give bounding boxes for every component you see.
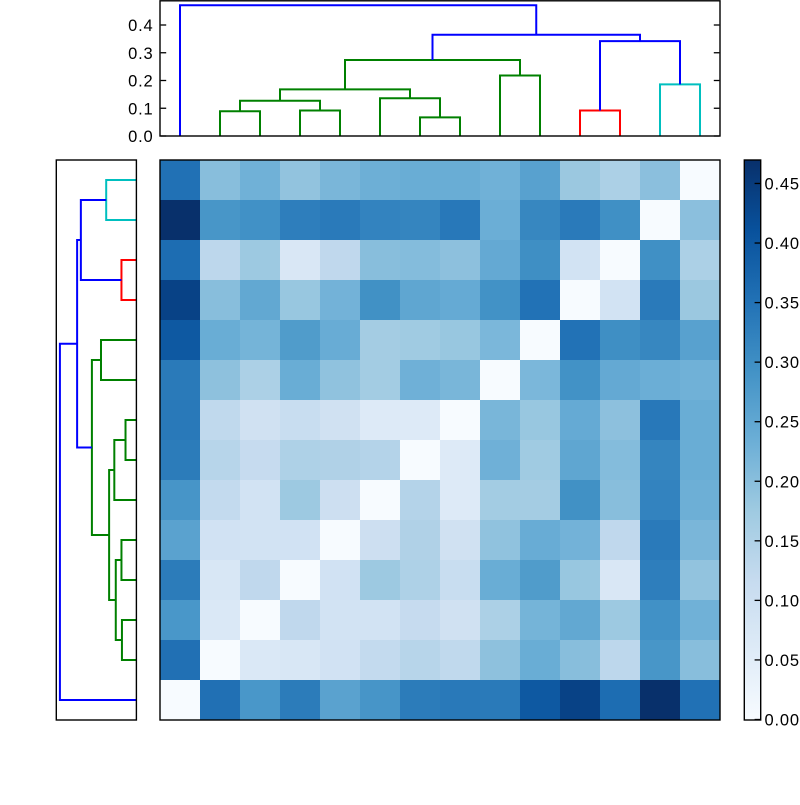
svg-text:0.25: 0.25 <box>765 414 800 432</box>
svg-text:0.4: 0.4 <box>128 17 153 35</box>
svg-text:0.3: 0.3 <box>128 45 153 63</box>
svg-text:0.35: 0.35 <box>765 295 800 313</box>
svg-text:0.15: 0.15 <box>765 533 800 551</box>
svg-text:0.20: 0.20 <box>765 473 800 491</box>
svg-text:0.10: 0.10 <box>765 592 800 610</box>
svg-text:0.45: 0.45 <box>765 175 800 193</box>
svg-text:0.1: 0.1 <box>128 100 153 118</box>
svg-text:0.05: 0.05 <box>765 652 800 670</box>
svg-text:0.00: 0.00 <box>765 712 800 730</box>
svg-text:0.0: 0.0 <box>128 128 153 146</box>
svg-text:0.30: 0.30 <box>765 354 800 372</box>
svg-text:0.2: 0.2 <box>128 73 153 91</box>
svg-text:0.40: 0.40 <box>765 235 800 253</box>
